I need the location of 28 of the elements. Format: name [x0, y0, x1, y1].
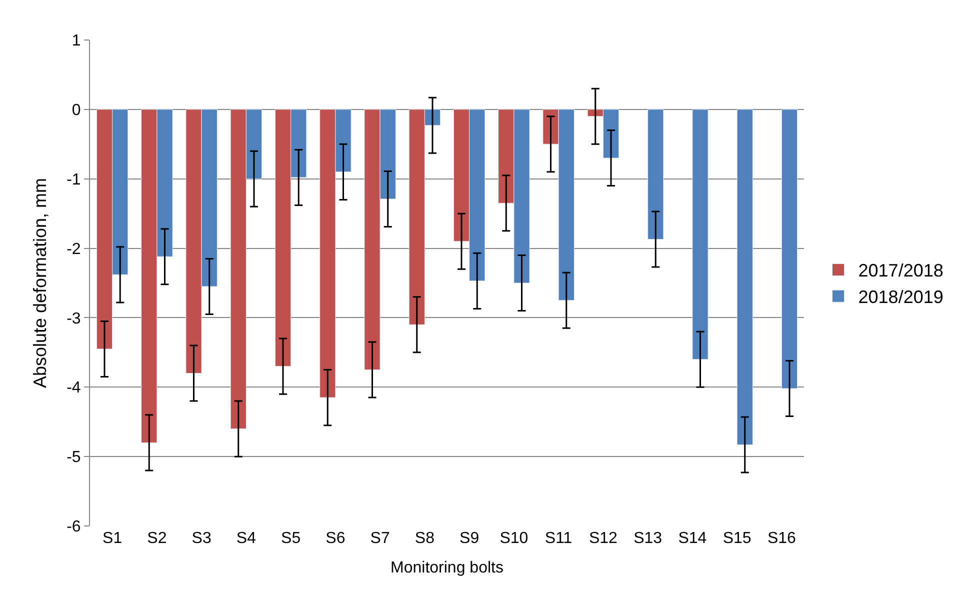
x-tick-label: S13 [634, 530, 662, 547]
y-tick-label: -2 [66, 240, 81, 258]
y-tick-label: -3 [66, 310, 81, 328]
x-tick-label: S8 [414, 530, 435, 547]
x-tick-label: S7 [370, 530, 390, 547]
x-tick-label: S4 [236, 530, 256, 547]
x-tick-label: S2 [147, 530, 167, 547]
x-tick-label: S5 [281, 530, 301, 547]
legend-label: 2018/2019 [858, 287, 944, 308]
x-tick-label: S3 [192, 530, 212, 547]
x-tick-label: S11 [544, 530, 572, 547]
x-tick-label: S16 [767, 530, 796, 547]
y-tick-label: 1 [72, 32, 81, 50]
y-tick-label: 0 [72, 102, 81, 120]
x-tick-label: S15 [722, 530, 752, 547]
x-tick-label: S1 [102, 530, 122, 547]
x-tick-label: S10 [500, 530, 528, 547]
x-tick-label: S12 [588, 530, 618, 547]
x-axis-title: Monitoring bolts [390, 560, 504, 577]
y-tick-label: -6 [66, 518, 81, 536]
y-tick-label: -4 [66, 380, 81, 397]
x-tick-label: S9 [460, 530, 480, 547]
x-tick-label: S6 [326, 530, 346, 547]
y-tick-label: -5 [66, 449, 81, 466]
y-tick-label: -1 [66, 171, 81, 188]
x-tick-label: S14 [678, 530, 707, 547]
legend-label: 2017/2018 [858, 260, 944, 281]
y-axis-title: Absolute deformation, mm [30, 178, 50, 388]
